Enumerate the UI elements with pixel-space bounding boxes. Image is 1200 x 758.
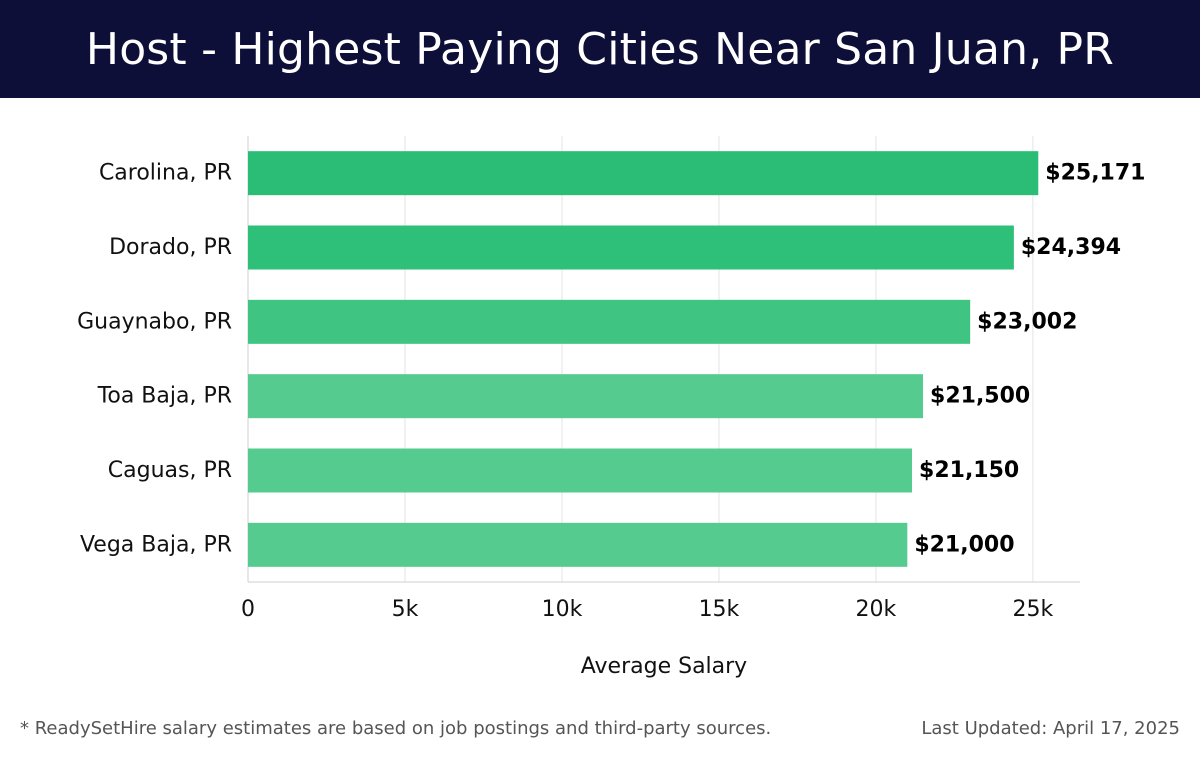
category-label: Vega Baja, PR — [80, 532, 232, 557]
x-tick-label: 25k — [1013, 597, 1054, 622]
category-label: Carolina, PR — [99, 161, 232, 186]
bar — [248, 448, 913, 493]
category-label: Caguas, PR — [108, 458, 232, 483]
bar-chart: Carolina, PR $25,171 Dorado, PR $24,394 Guay… — [77, 136, 1145, 679]
value-label: $21,500 — [930, 384, 1030, 409]
bar — [248, 299, 971, 344]
category-label: Dorado, PR — [109, 235, 232, 260]
category-label: Toa Baja, PR — [97, 384, 232, 409]
footer-note: * ReadySetHire salary estimates are base… — [20, 718, 772, 739]
bar — [248, 151, 1039, 196]
value-label: $21,150 — [919, 458, 1019, 483]
value-label: $25,171 — [1045, 161, 1145, 186]
x-tick-label: 20k — [856, 597, 897, 622]
x-axis-title: Average Salary — [581, 654, 747, 679]
x-tick-label: 5k — [392, 597, 419, 622]
bar — [248, 374, 924, 419]
last-updated: Last Updated: April 17, 2025 — [921, 718, 1180, 739]
x-tick-label: 0 — [241, 597, 255, 622]
bar — [248, 522, 908, 567]
value-label: $21,000 — [914, 532, 1014, 557]
chart-header: Host - Highest Paying Cities Near San Ju… — [0, 0, 1200, 98]
x-tick-label: 15k — [699, 597, 740, 622]
bar — [248, 225, 1014, 270]
value-label: $23,002 — [977, 309, 1077, 334]
chart-title: Host - Highest Paying Cities Near San Ju… — [85, 23, 1115, 75]
x-tick-label: 10k — [542, 597, 583, 622]
value-label: $24,394 — [1021, 235, 1121, 260]
category-label: Guaynabo, PR — [77, 309, 232, 334]
